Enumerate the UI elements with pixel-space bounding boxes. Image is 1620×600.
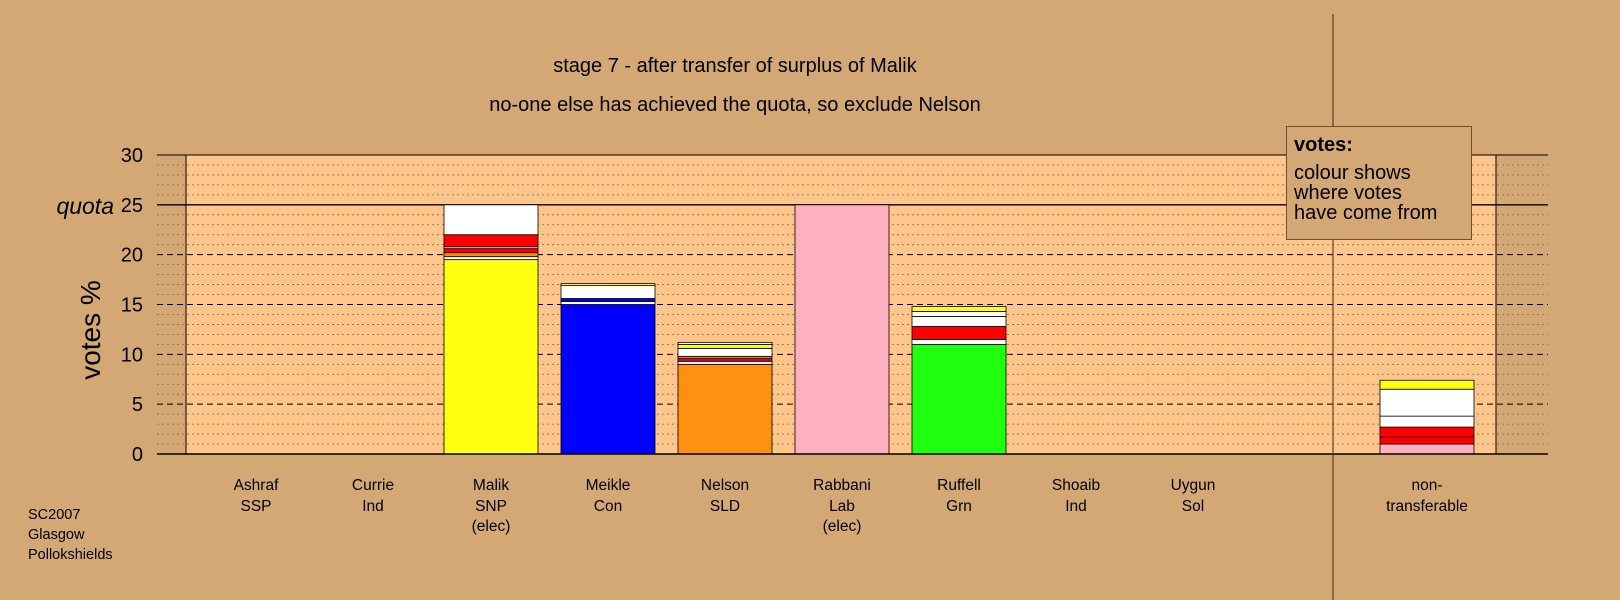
- bar-segment: [560, 304, 656, 455]
- y-tick-label: 20: [121, 245, 143, 267]
- bar-segment: [794, 204, 890, 455]
- bar-segment: [677, 360, 773, 365]
- y-tick-label: 25: [121, 195, 143, 217]
- y-tick-label: 10: [121, 344, 143, 366]
- bar-segment: [443, 256, 539, 261]
- bar-segment: [443, 259, 539, 455]
- category-label: transferable: [1386, 498, 1468, 515]
- footer-line: Glasgow: [28, 527, 85, 543]
- legend-line: have come from: [1294, 202, 1438, 224]
- bar-segment: [560, 283, 656, 286]
- bar-segment: [1379, 443, 1475, 455]
- category-label: (elec): [823, 518, 862, 535]
- category-label: Uygun: [1171, 477, 1216, 494]
- bar-segment: [677, 357, 773, 362]
- bar-segment: [677, 343, 773, 349]
- footer-line: SC2007: [28, 507, 81, 523]
- category-label: SNP: [475, 498, 507, 515]
- bar-segment: [677, 363, 773, 455]
- y-tick-label: 30: [121, 145, 143, 167]
- legend-box: votes: colour shows where votes have com…: [1286, 126, 1472, 240]
- category-label: Nelson: [701, 477, 749, 494]
- category-label: Sol: [1182, 498, 1204, 515]
- category-label: Lab: [829, 498, 855, 515]
- legend-line: where votes: [1294, 182, 1402, 204]
- bar-segment: [677, 341, 773, 345]
- chart-title: stage 7 - after transfer of surplus of M…: [553, 55, 917, 77]
- category-label: Ind: [362, 498, 384, 515]
- category-label: Con: [594, 498, 622, 515]
- bar-segment: [1379, 436, 1475, 445]
- bar-segment: [911, 338, 1007, 345]
- bar-segment: [911, 306, 1007, 312]
- bar-segment: [443, 204, 539, 236]
- legend-line: colour shows: [1294, 162, 1411, 184]
- category-label: Grn: [946, 498, 972, 515]
- bar-segment: [560, 301, 656, 305]
- bar-segment: [911, 311, 1007, 317]
- bar-segment: [443, 234, 539, 248]
- category-label: Ruffell: [937, 477, 981, 494]
- category-label: Currie: [352, 477, 394, 494]
- bar-segment: [911, 326, 1007, 340]
- constituency-footer: SC2007 Glasgow Pollokshields: [28, 505, 113, 565]
- category-label: Ashraf: [234, 477, 279, 494]
- category-label: Rabbani: [813, 477, 871, 494]
- bar-segment: [560, 298, 656, 302]
- bar-segment: [1379, 388, 1475, 417]
- quota-label: quota: [56, 193, 114, 219]
- bar-segment: [1379, 379, 1475, 390]
- bar-segment: [443, 248, 539, 254]
- footer-line: Pollokshields: [28, 547, 113, 563]
- category-label: Meikle: [586, 477, 631, 494]
- category-label: (elec): [472, 518, 511, 535]
- category-label: Shoaib: [1052, 477, 1100, 494]
- legend-title: votes:: [1294, 134, 1353, 156]
- category-label: Ind: [1065, 498, 1087, 515]
- category-label: SSP: [240, 498, 271, 515]
- bar-segment: [911, 343, 1007, 455]
- y-axis-label: votes %: [75, 280, 106, 380]
- bar-segment: [677, 347, 773, 357]
- bar-segment: [1379, 415, 1475, 428]
- bar-segment: [443, 252, 539, 258]
- bar-segment: [1379, 426, 1475, 438]
- y-tick-label: 5: [132, 394, 143, 416]
- chart-subtitle: no-one else has achieved the quota, so e…: [489, 94, 980, 116]
- category-label: non-: [1411, 477, 1442, 494]
- category-label: SLD: [710, 498, 740, 515]
- y-tick-label: 0: [132, 444, 143, 466]
- bar-segment: [560, 285, 656, 299]
- y-tick-label: 15: [121, 295, 143, 317]
- legend-text: colour shows where votes have come from: [1294, 163, 1464, 223]
- category-label: Malik: [473, 477, 509, 494]
- bar-segment: [911, 316, 1007, 327]
